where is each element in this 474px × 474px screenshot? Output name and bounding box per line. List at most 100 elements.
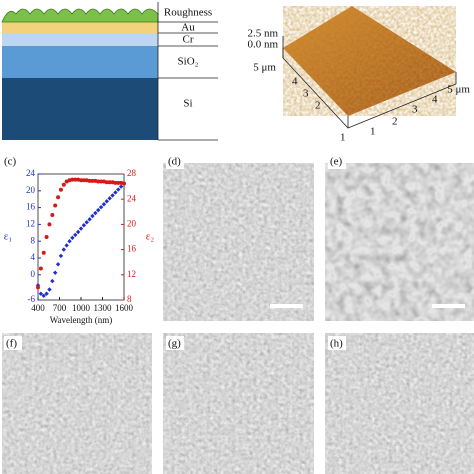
y-tick-label: 16 [26, 202, 36, 212]
panel-label: (d) [168, 156, 181, 168]
point [58, 187, 63, 192]
scale-bar [270, 304, 303, 308]
point [98, 204, 104, 210]
y-tick-label: 0 [31, 269, 36, 279]
x-axis-label: Wavelength (nm) [50, 315, 113, 325]
layer-label: Si [183, 98, 192, 110]
afm-plot: 2.5 nm 0.0 nm 5 μm 5 μm 4 3 2 1 1 2 3 4 [247, 6, 470, 144]
tick-label: 3 [412, 104, 418, 116]
point [78, 226, 84, 231]
point [38, 291, 44, 296]
panel-label: (g) [168, 338, 181, 350]
point [38, 266, 43, 271]
z-label: 2.5 nm [247, 28, 278, 40]
chart: 400 700 1000 1300 1600 -6 0 4 8 12 16 20 24 8 12 16 20 24… [4, 168, 155, 325]
y-axis-label: ε₁ [4, 231, 13, 243]
point [99, 179, 104, 184]
point [87, 217, 92, 222]
afm-texture [283, 6, 456, 116]
x-tick-label: 1600 [115, 303, 134, 313]
x-tick-label: 700 [53, 303, 67, 313]
panel-label: (e) [330, 156, 343, 168]
point [50, 278, 55, 284]
label-bg [328, 155, 346, 169]
point [47, 287, 52, 292]
panel-label: (c) [4, 156, 17, 168]
point [53, 203, 58, 208]
point [113, 190, 118, 195]
point [116, 180, 121, 185]
point [110, 193, 115, 198]
point [79, 178, 83, 183]
point [93, 210, 98, 216]
y2-tick-label: 8 [127, 294, 132, 304]
point [101, 202, 107, 207]
layer-label: Au [181, 22, 195, 34]
panel-label: (h) [330, 338, 343, 350]
y2-tick-label: 20 [127, 218, 137, 228]
y2-tick-label: 24 [127, 193, 137, 203]
point [64, 243, 69, 248]
y-tick-label: 12 [26, 218, 35, 228]
point [118, 184, 124, 189]
tick-label: 1 [340, 132, 346, 144]
layer-label: SiO₂ [178, 56, 199, 68]
point [75, 229, 81, 235]
label-bg [328, 336, 346, 350]
point [56, 195, 61, 200]
point [50, 212, 55, 217]
roughness-layer [1, 8, 159, 23]
point [73, 232, 78, 238]
point [61, 247, 66, 252]
point [70, 235, 75, 241]
x-tick-label: 1300 [94, 303, 113, 313]
y2-tick-label: 12 [127, 269, 136, 279]
point [104, 180, 109, 185]
axis-label: 5 μm [253, 62, 276, 74]
label-bg [166, 336, 184, 350]
sem-image-f [2, 333, 152, 474]
y2-tick-label: 16 [127, 244, 137, 254]
point [53, 270, 58, 275]
scale-bar [432, 304, 465, 308]
point [55, 262, 61, 267]
point [122, 181, 126, 186]
tick-label: 1 [370, 126, 376, 138]
point [36, 285, 40, 290]
point [90, 178, 95, 183]
y-tick-label: 4 [31, 252, 36, 262]
point [58, 253, 64, 259]
point [67, 239, 72, 244]
point [41, 293, 46, 298]
point [96, 207, 101, 213]
layer-stack: Roughness Au Cr SiO₂ Si [1, 2, 218, 141]
au-layer [2, 22, 158, 33]
point [41, 250, 46, 255]
point [81, 223, 87, 228]
y2-axis-label: ε₂ [146, 231, 155, 243]
sem-image-e [325, 163, 474, 321]
point [90, 213, 95, 219]
label-bg [166, 155, 184, 169]
point [107, 196, 112, 201]
y-tick-label: 24 [26, 168, 36, 178]
point [96, 179, 101, 184]
tick-label: 4 [432, 94, 438, 106]
tick-label: 2 [315, 100, 321, 112]
point [44, 291, 49, 296]
x-tick-label: 400 [31, 303, 45, 313]
si-layer [2, 78, 158, 140]
axis-label: 5 μm [447, 84, 470, 96]
point [81, 178, 86, 183]
point [44, 235, 49, 239]
sem-image-g [163, 333, 314, 474]
label-bg [4, 336, 22, 350]
point [104, 199, 109, 204]
sem-image-h [325, 333, 474, 474]
y-tick-label: 8 [31, 235, 36, 245]
y2-tick-label: 28 [127, 168, 137, 178]
y-tick-label: -6 [28, 294, 36, 304]
point [107, 180, 112, 185]
sio2-layer [2, 46, 158, 78]
